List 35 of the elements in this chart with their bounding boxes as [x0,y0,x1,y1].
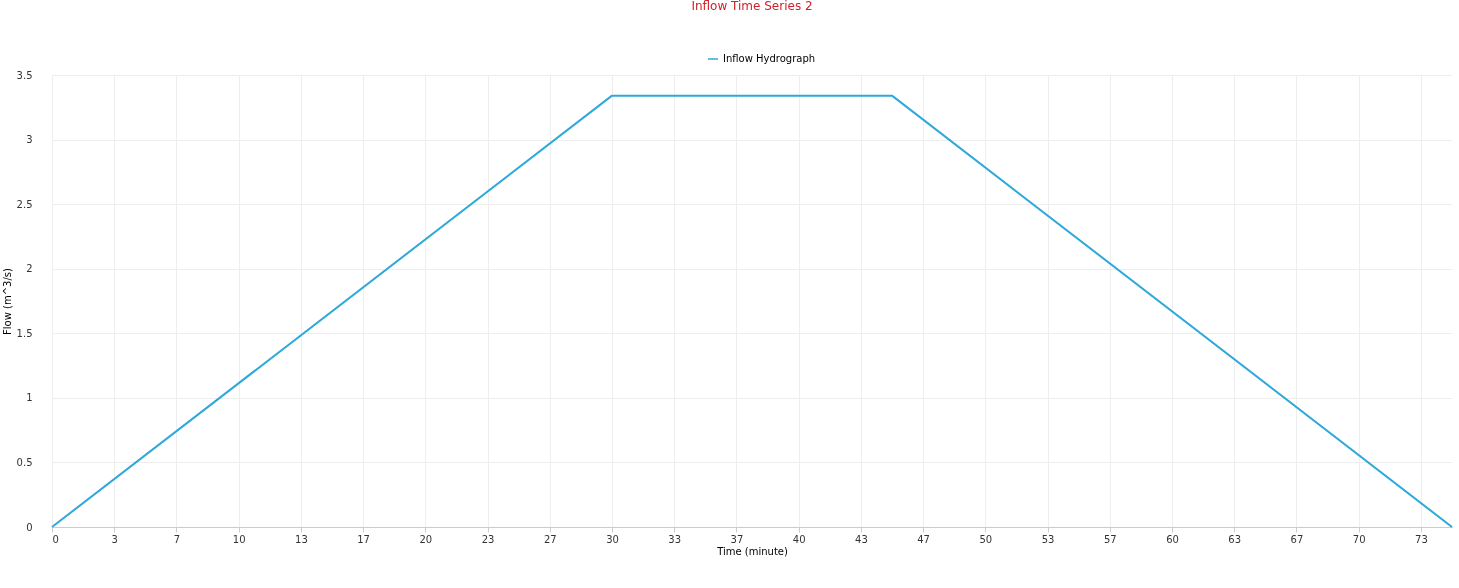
x-tick-label: 60 [1166,533,1179,545]
x-tick-label: 70 [1352,533,1366,545]
x-tick-label: 20 [419,533,433,545]
legend-label: Inflow Hydrograph [723,53,816,64]
x-tick-label: 40 [792,533,806,545]
y-tick-label: 3 [26,134,33,146]
y-axis-title: Flow (m^3/s) [1,267,13,335]
x-tick-label: 57 [1103,533,1117,545]
chart-title: Inflow Time Series 2 [691,0,813,13]
x-tick-label: 13 [295,533,308,545]
y-tick-label: 1 [26,392,33,404]
y-tick-label: 2 [26,263,33,275]
x-tick-label: 30 [606,533,619,545]
y-tick-label: 0 [26,521,33,533]
x-tick-label: 23 [481,533,495,545]
x-tick-label: 0 [52,533,59,545]
y-tick-label: 2.5 [16,198,33,210]
x-tick-label: 53 [1041,533,1055,545]
x-axis-title: Time (minute) [716,545,788,557]
y-tick-label: 0.5 [16,456,33,468]
x-tick-label: 37 [730,533,744,545]
x-tick-label: 73 [1415,533,1428,545]
x-tick-label: 17 [357,533,370,545]
x-tick-label: 67 [1290,533,1304,545]
x-tick-label: 7 [173,533,181,545]
y-tick-label: 1.5 [16,327,33,339]
x-tick-label: 50 [979,533,993,545]
x-tick-label: 33 [668,533,682,545]
x-tick-label: 43 [855,533,868,545]
y-tick-label: 3.5 [16,69,33,81]
x-tick-label: 47 [917,533,930,545]
x-tick-label: 3 [111,533,118,545]
x-tick-label: 63 [1228,533,1242,545]
x-tick-label: 27 [543,533,557,545]
x-tick-label: 10 [232,533,246,545]
